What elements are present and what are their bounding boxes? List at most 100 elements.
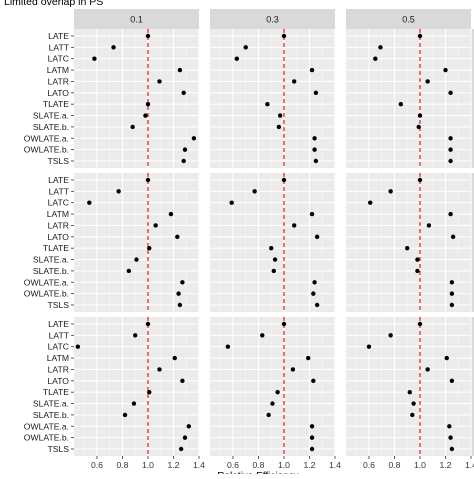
y-tick-label: TSLS: [48, 300, 70, 310]
data-point: [133, 333, 138, 338]
data-point: [191, 136, 197, 141]
x-tick-label: 1.2: [440, 460, 452, 470]
y-tick-label: LATO: [47, 232, 69, 242]
data-point: [290, 367, 296, 372]
data-point: [131, 401, 137, 406]
data-point: [272, 257, 278, 262]
data-point: [415, 268, 420, 274]
y-tick-label: OWLATE.b.: [24, 289, 69, 299]
data-point: [126, 268, 132, 274]
y-tick-label: LATR: [48, 220, 69, 230]
x-tick-label: 0.6: [91, 460, 103, 470]
data-point: [269, 245, 274, 251]
panel-background: [74, 173, 199, 312]
data-point: [314, 234, 320, 240]
y-tick-label: SLATE.a.: [33, 111, 69, 121]
column-strip-label: 0.5: [402, 15, 415, 25]
data-point: [111, 45, 116, 50]
panel-background: [74, 317, 199, 456]
data-point: [147, 389, 152, 395]
data-point: [448, 90, 453, 96]
x-tick-label: 1.0: [278, 460, 290, 470]
data-point: [309, 424, 315, 429]
data-point: [388, 333, 393, 338]
y-tick-label: TLATE: [43, 243, 69, 253]
data-point: [225, 344, 231, 349]
y-tick-label: SLATE.b.: [33, 266, 69, 276]
y-tick-label: LATR: [48, 364, 69, 374]
y-tick-label: LATE: [48, 319, 69, 329]
data-point: [443, 67, 448, 73]
data-point: [266, 412, 271, 418]
x-tick-label: 1.0: [142, 460, 154, 470]
data-point: [180, 378, 185, 384]
data-point: [270, 401, 275, 406]
data-point: [181, 90, 186, 96]
y-tick-label: SLATE.b.: [33, 122, 69, 132]
data-point: [411, 401, 416, 406]
y-tick-label: OWLATE.a.: [24, 133, 69, 143]
y-tick-label: LATM: [47, 65, 69, 75]
data-point: [143, 113, 148, 118]
y-tick-label: LATO: [47, 376, 69, 386]
data-point: [444, 355, 449, 361]
data-point: [252, 189, 257, 194]
data-point: [398, 101, 404, 107]
y-tick-label: TLATE: [43, 99, 69, 109]
data-point: [309, 67, 315, 73]
data-point: [168, 211, 174, 217]
x-tick-label: 1.2: [168, 460, 180, 470]
data-point: [92, 56, 97, 61]
data-point: [87, 200, 92, 205]
y-tick-label: LATT: [49, 42, 70, 52]
data-point: [407, 389, 412, 395]
y-tick-label: OWLATE.b.: [24, 433, 69, 443]
data-point: [277, 113, 283, 118]
y-tick-label: LATT: [49, 330, 70, 340]
data-point: [265, 101, 270, 107]
data-point: [291, 79, 297, 84]
x-tick-label: 0.8: [116, 460, 128, 470]
data-point: [243, 45, 248, 50]
y-tick-label: OWLATE.a.: [24, 277, 69, 287]
y-tick-label: LATC: [48, 342, 69, 352]
y-tick-label: LATM: [47, 209, 69, 219]
data-point: [116, 189, 121, 194]
data-point: [311, 378, 316, 384]
data-point: [373, 56, 378, 61]
data-point: [182, 435, 188, 440]
data-point: [378, 45, 383, 50]
data-point: [186, 424, 191, 429]
data-point: [417, 113, 423, 118]
data-point: [425, 79, 430, 84]
data-point: [181, 158, 186, 164]
data-point: [309, 446, 315, 452]
data-point: [271, 268, 276, 274]
data-point: [448, 147, 453, 152]
data-point: [448, 211, 453, 217]
data-point: [366, 344, 372, 349]
panel-background: [346, 317, 471, 456]
x-tick-label: 0.8: [388, 460, 400, 470]
data-point: [180, 280, 185, 285]
data-point: [291, 223, 297, 228]
data-point: [234, 56, 239, 61]
data-point: [177, 67, 183, 73]
data-point: [425, 367, 430, 372]
y-tick-label: SLATE.a.: [33, 255, 69, 265]
data-point: [448, 158, 453, 164]
data-point: [450, 234, 456, 240]
data-point: [281, 177, 287, 183]
y-tick-label: LATR: [48, 76, 69, 86]
data-point: [312, 280, 317, 285]
y-tick-label: OWLATE.a.: [24, 421, 69, 431]
data-point: [145, 177, 151, 183]
data-point: [122, 412, 128, 418]
data-point: [311, 291, 316, 296]
y-tick-label: TSLS: [48, 156, 70, 166]
data-point: [145, 101, 151, 107]
x-tick-label: 1.2: [304, 460, 316, 470]
y-tick-label: SLATE.b.: [33, 410, 69, 420]
data-point: [449, 378, 455, 384]
